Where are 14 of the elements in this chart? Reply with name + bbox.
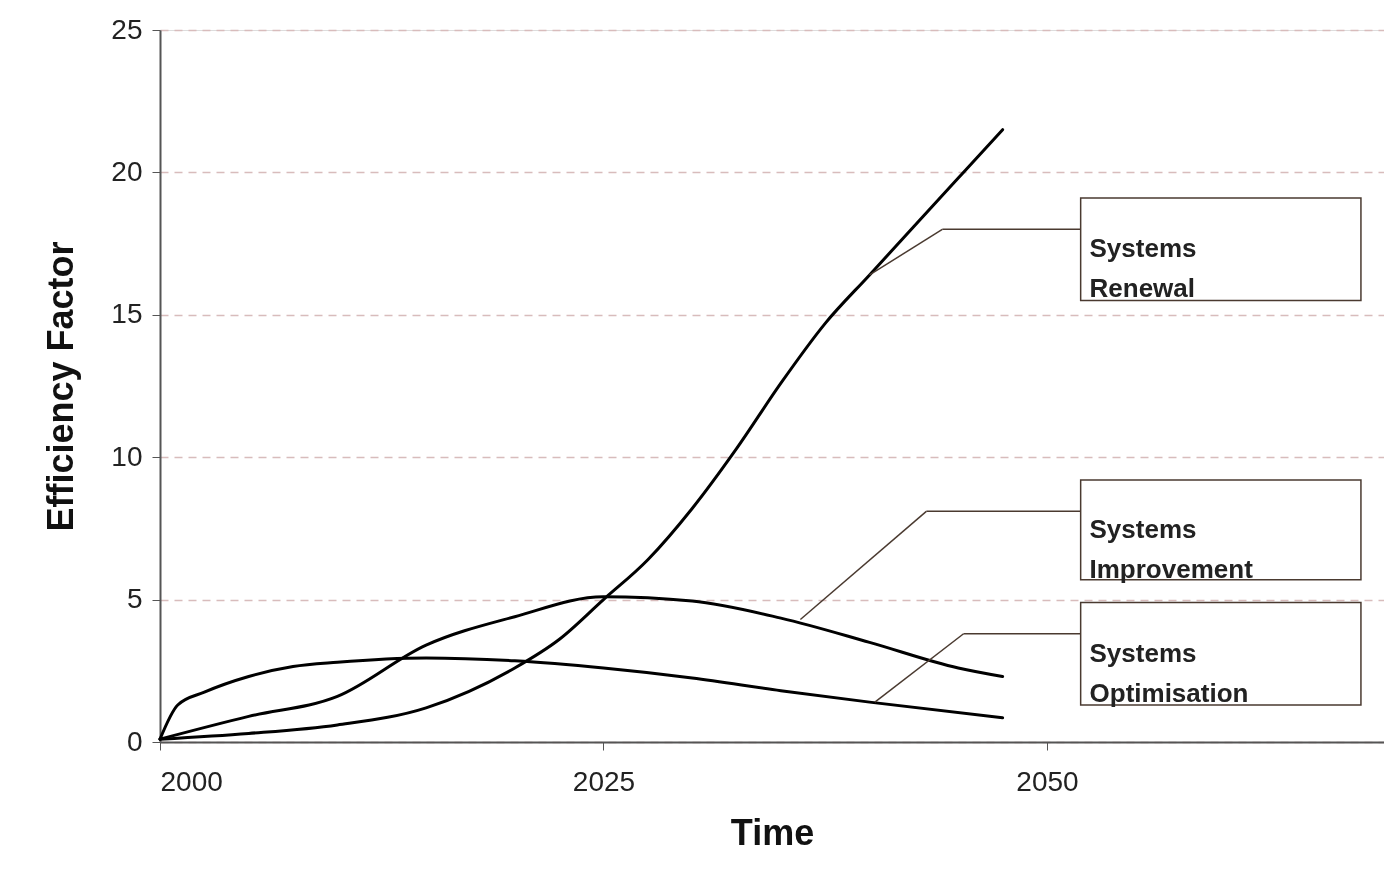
y-tick-label: 15 — [111, 298, 143, 330]
annotation: Systems Optimisation — [1089, 637, 1249, 708]
x-axis-title: Time — [730, 811, 815, 853]
y-tick-label: 0 — [126, 725, 143, 757]
x-tick-label: 2050 — [1016, 765, 1079, 797]
annotation: Systems Improvement — [1089, 513, 1254, 584]
y-axis-title: Efficiency Factor — [40, 241, 82, 532]
x-tick-label: 2000 — [160, 765, 223, 797]
y-tick-label: 10 — [111, 440, 143, 472]
y-tick-label: 20 — [111, 155, 143, 187]
x-tick-label: 2025 — [572, 765, 636, 797]
y-tick-label: 25 — [111, 13, 143, 45]
annotation: Systems Renewal — [1089, 233, 1197, 304]
y-tick-label: 5 — [126, 583, 143, 615]
